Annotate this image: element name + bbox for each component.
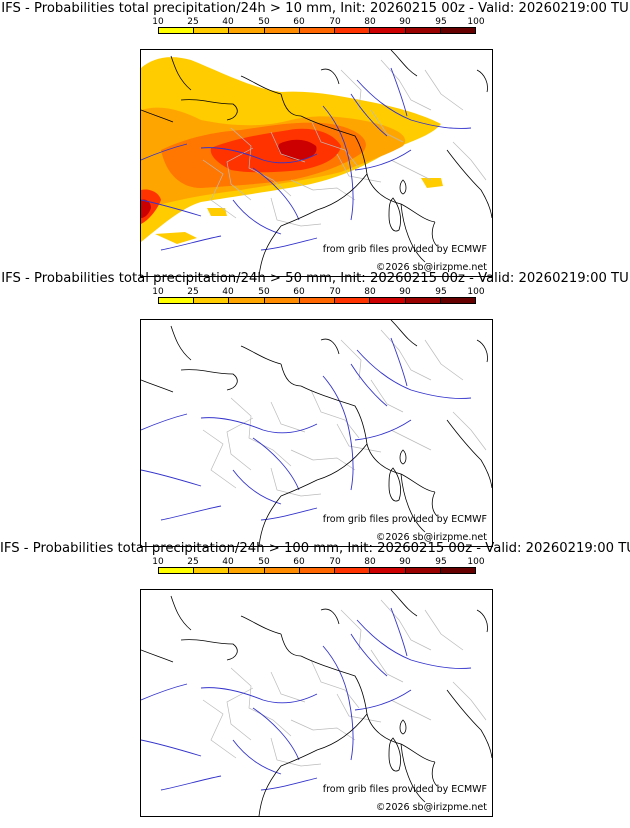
map-frame: from grib files provided by ECMWF ©2026 … bbox=[140, 589, 493, 817]
colorbar-tick: 70 bbox=[329, 17, 341, 27]
colorbar: 10 25 40 50 60 70 80 90 95 100 bbox=[152, 287, 485, 309]
prob-60-80 bbox=[210, 128, 341, 173]
panel-title: IFS - Probabilities total precipitation/… bbox=[0, 541, 630, 556]
colorbar-tick: 10 bbox=[152, 287, 164, 297]
colorbar-swatch bbox=[335, 28, 371, 33]
colorbar-swatch bbox=[370, 28, 406, 33]
copyright: ©2026 sb@irizpme.net bbox=[375, 802, 487, 813]
colorbar-swatches bbox=[158, 27, 476, 34]
colorbar-tick: 95 bbox=[435, 17, 447, 27]
colorbar-tick: 70 bbox=[329, 557, 341, 567]
colorbar-swatch bbox=[440, 568, 475, 573]
colorbar-swatch bbox=[229, 568, 265, 573]
probability-field bbox=[141, 57, 443, 244]
copyright: ©2026 sb@irizpme.net bbox=[375, 532, 487, 543]
colorbar-tick: 90 bbox=[399, 17, 411, 27]
colorbar-swatch bbox=[335, 298, 371, 303]
colorbar-swatch bbox=[405, 28, 441, 33]
map-panel-100mm: IFS - Probabilities total precipitation/… bbox=[0, 540, 630, 817]
rivers bbox=[141, 67, 472, 251]
map-frame: from grib files provided by ECMWF ©2026 … bbox=[140, 49, 493, 277]
panel-title: IFS - Probabilities total precipitation/… bbox=[1, 271, 629, 286]
colorbar-swatch bbox=[299, 298, 336, 303]
map-canvas bbox=[141, 50, 492, 276]
colorbar-swatches bbox=[158, 297, 476, 304]
map-panel-50mm: IFS - Probabilities total precipitation/… bbox=[0, 270, 630, 547]
colorbar-tick: 100 bbox=[467, 557, 485, 567]
colorbar-tick: 40 bbox=[222, 557, 234, 567]
map-frame: from grib files provided by ECMWF ©2026 … bbox=[140, 319, 493, 547]
colorbar-tick: 50 bbox=[258, 17, 270, 27]
map-panel-10mm: IFS - Probabilities total precipitation/… bbox=[0, 0, 630, 277]
colorbar-swatch bbox=[299, 28, 336, 33]
coastlines-borders bbox=[141, 590, 492, 816]
coastlines-borders bbox=[141, 50, 492, 276]
rivers bbox=[141, 607, 472, 791]
panel-title: IFS - Probabilities total precipitation/… bbox=[1, 1, 629, 16]
colorbar-tick: 80 bbox=[364, 287, 376, 297]
colorbar-tick: 10 bbox=[152, 557, 164, 567]
colorbar-swatch bbox=[229, 28, 265, 33]
colorbar-tick: 25 bbox=[187, 287, 199, 297]
colorbar-swatch bbox=[264, 28, 300, 33]
colorbar-swatch bbox=[440, 298, 475, 303]
prob-80-95 bbox=[278, 139, 317, 160]
colorbar-tick: 25 bbox=[187, 557, 199, 567]
colorbar-swatch bbox=[229, 298, 265, 303]
colorbar-tick: 70 bbox=[329, 287, 341, 297]
colorbar-swatch bbox=[264, 298, 300, 303]
coastlines-borders bbox=[141, 320, 492, 546]
colorbar-swatch bbox=[335, 568, 371, 573]
colorbar-swatch bbox=[370, 568, 406, 573]
colorbar-tick: 60 bbox=[293, 557, 305, 567]
colorbar-swatch bbox=[405, 568, 441, 573]
colorbar-tick: 60 bbox=[293, 17, 305, 27]
colorbar-tick: 25 bbox=[187, 17, 199, 27]
source-credit: from grib files provided by ECMWF bbox=[322, 514, 487, 525]
colorbar: 10 25 40 50 60 70 80 90 95 100 bbox=[152, 557, 485, 579]
colorbar-tick: 80 bbox=[364, 17, 376, 27]
colorbar-swatch bbox=[194, 298, 230, 303]
colorbar-tick: 80 bbox=[364, 557, 376, 567]
colorbar-swatch bbox=[159, 568, 195, 573]
colorbar-tick: 90 bbox=[399, 287, 411, 297]
colorbar: 10 25 40 50 60 70 80 90 95 100 bbox=[152, 17, 485, 39]
colorbar-tick: 100 bbox=[467, 17, 485, 27]
copyright: ©2026 sb@irizpme.net bbox=[375, 262, 487, 273]
colorbar-tick: 60 bbox=[293, 287, 305, 297]
prob-coast-west-dark bbox=[141, 199, 151, 218]
source-credit: from grib files provided by ECMWF bbox=[322, 784, 487, 795]
colorbar-tick: 100 bbox=[467, 287, 485, 297]
colorbar-tick: 95 bbox=[435, 287, 447, 297]
colorbar-tick: 40 bbox=[222, 287, 234, 297]
map-canvas bbox=[141, 590, 492, 816]
colorbar-tick: 40 bbox=[222, 17, 234, 27]
colorbar-tick: 95 bbox=[435, 557, 447, 567]
colorbar-swatch bbox=[194, 568, 230, 573]
colorbar-swatch bbox=[159, 28, 195, 33]
source-credit: from grib files provided by ECMWF bbox=[322, 244, 487, 255]
colorbar-swatch bbox=[370, 298, 406, 303]
colorbar-swatch bbox=[299, 568, 336, 573]
colorbar-swatch bbox=[159, 298, 195, 303]
colorbar-tick: 90 bbox=[399, 557, 411, 567]
colorbar-swatches bbox=[158, 567, 476, 574]
map-canvas bbox=[141, 320, 492, 546]
colorbar-swatch bbox=[440, 28, 475, 33]
colorbar-swatch bbox=[264, 568, 300, 573]
colorbar-tick: 10 bbox=[152, 17, 164, 27]
colorbar-swatch bbox=[405, 298, 441, 303]
colorbar-tick: 50 bbox=[258, 287, 270, 297]
rivers bbox=[141, 337, 472, 521]
colorbar-swatch bbox=[194, 28, 230, 33]
colorbar-tick: 50 bbox=[258, 557, 270, 567]
